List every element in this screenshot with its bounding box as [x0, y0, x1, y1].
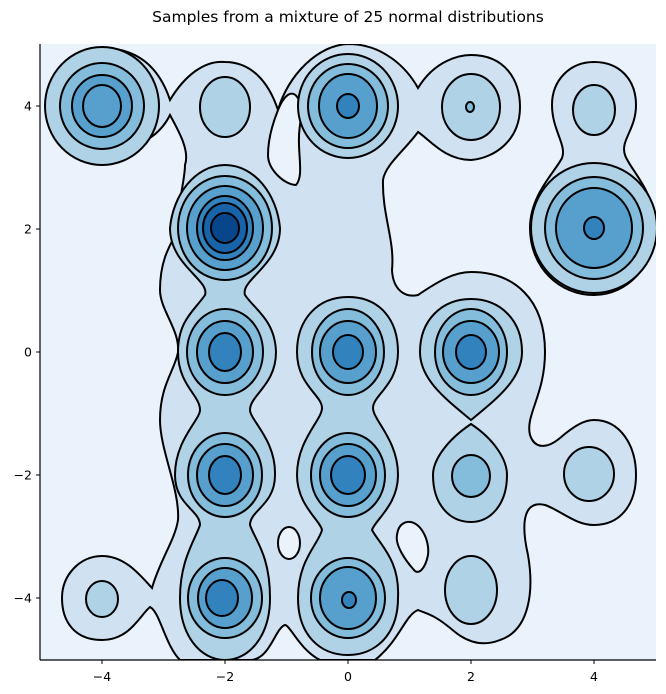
x-tick-label: −4 — [93, 669, 111, 684]
y-axis-ticks — [36, 105, 40, 599]
contour-level-2 — [563, 446, 615, 502]
contour-level-5 — [330, 455, 366, 495]
x-tick-label: 4 — [590, 669, 598, 684]
x-tick-label: −2 — [216, 669, 234, 684]
contour-level-5 — [208, 332, 242, 372]
contour-level-2 — [85, 580, 119, 618]
contour-hole-lower-left — [277, 526, 301, 560]
contour-level-3 — [451, 454, 491, 498]
contour-level-3 — [465, 101, 475, 113]
contour-level-5 — [336, 93, 360, 119]
contour-level-5 — [208, 455, 242, 495]
y-axis-tick-labels: 4 2 0 −2 −4 — [14, 99, 32, 606]
contour-level-5 — [455, 334, 487, 370]
chart-title: Samples from a mixture of 25 normal dist… — [152, 8, 544, 26]
y-tick-label: −4 — [14, 591, 32, 606]
x-axis-tick-labels: −4 −2 0 2 4 — [93, 669, 598, 684]
y-tick-label: 4 — [24, 99, 32, 114]
contour-fills — [44, 44, 656, 660]
contour-level-5 — [341, 591, 357, 609]
x-tick-label: 2 — [467, 669, 475, 684]
contour-level-5 — [82, 84, 122, 128]
contour-level-2 — [572, 84, 616, 136]
contour-level-2-center-col — [168, 163, 282, 660]
contour-level-5 — [583, 216, 605, 240]
y-tick-label: 0 — [24, 345, 32, 360]
x-axis-ticks — [101, 660, 595, 664]
contour-level-7 — [210, 212, 240, 244]
contour-level-5 — [205, 579, 239, 617]
contour-level-5 — [332, 334, 364, 370]
x-tick-label: 0 — [344, 669, 352, 684]
contour-level-2 — [199, 76, 251, 138]
contour-level-2 — [444, 555, 498, 625]
y-tick-label: −2 — [14, 468, 32, 483]
y-tick-label: 2 — [24, 222, 32, 237]
contour-hole-lower-right — [395, 520, 430, 573]
